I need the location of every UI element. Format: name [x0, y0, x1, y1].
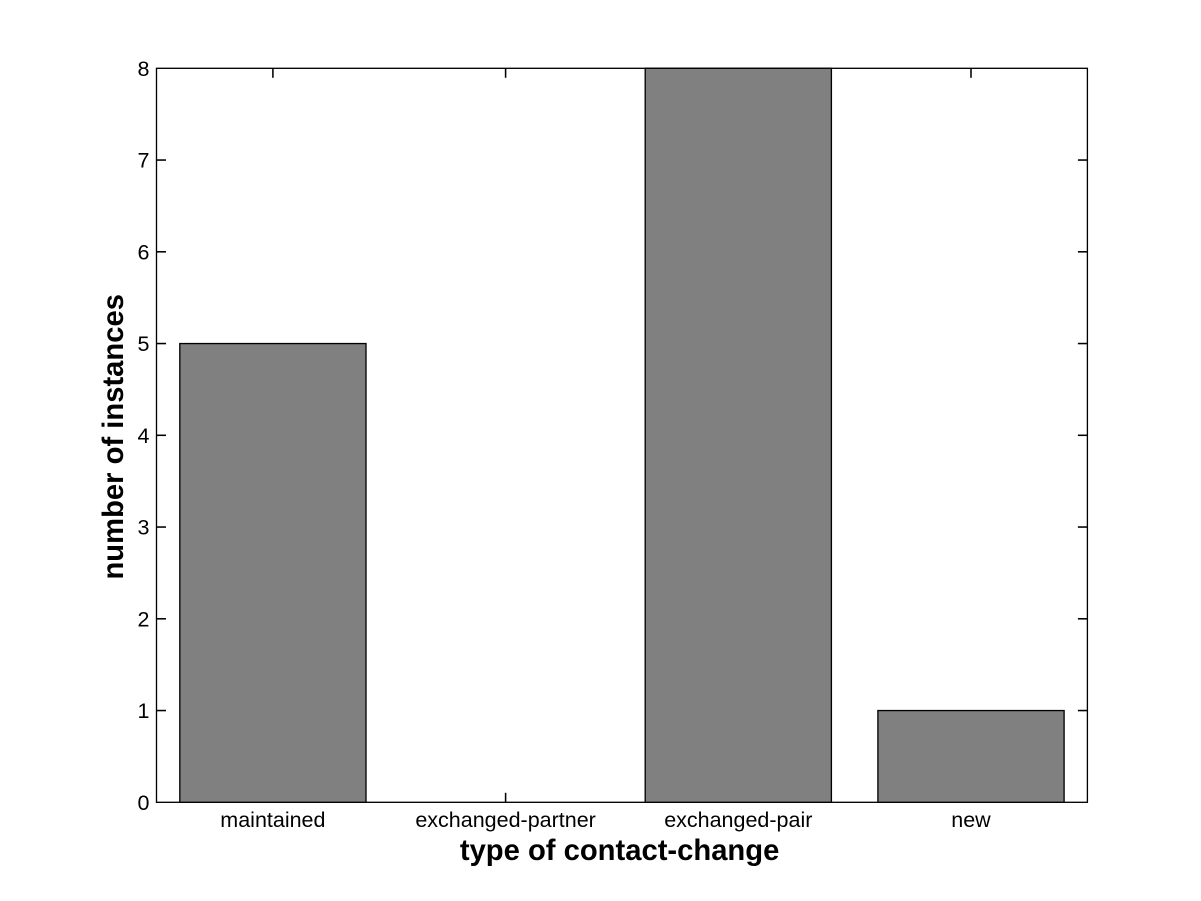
svg-text:1: 1 — [138, 699, 150, 723]
svg-text:new: new — [951, 808, 991, 832]
svg-text:4: 4 — [138, 424, 150, 448]
svg-text:type of contact-change: type of contact-change — [460, 835, 779, 867]
svg-text:exchanged-partner: exchanged-partner — [415, 808, 595, 832]
svg-text:exchanged-pair: exchanged-pair — [664, 808, 812, 832]
svg-text:8: 8 — [138, 57, 150, 81]
svg-text:7: 7 — [138, 149, 150, 173]
svg-text:number of instances: number of instances — [98, 294, 130, 579]
svg-text:3: 3 — [138, 516, 150, 540]
svg-text:5: 5 — [138, 332, 150, 356]
svg-text:2: 2 — [138, 607, 150, 631]
svg-text:maintained: maintained — [220, 808, 325, 832]
svg-text:6: 6 — [138, 240, 150, 264]
svg-text:0: 0 — [138, 791, 150, 815]
